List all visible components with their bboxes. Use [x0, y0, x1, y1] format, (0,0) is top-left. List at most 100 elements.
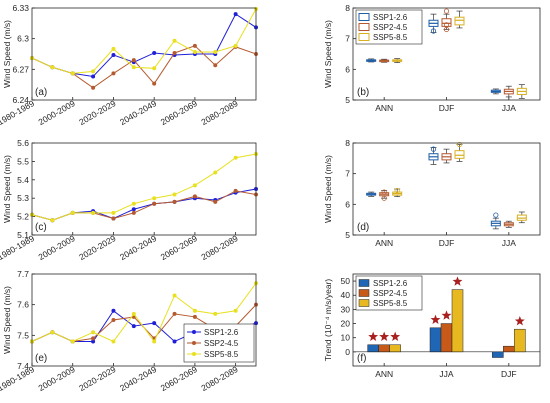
- data-point-e-0: [111, 308, 116, 313]
- data-point-a-2: [233, 43, 238, 48]
- data-point-e-2: [50, 330, 55, 335]
- y-tick-label-d: 7: [345, 169, 350, 179]
- x-tick-label-b: ANN: [375, 103, 393, 113]
- bar-f-0-1: [429, 327, 442, 353]
- axes-box-d: [352, 142, 541, 236]
- x-tick-label-f: DJF: [501, 369, 517, 379]
- data-point-a-0: [233, 12, 238, 17]
- legend-entry-2: SSP5-8.5: [373, 33, 408, 42]
- x-tick-label-b: JJA: [502, 103, 517, 113]
- data-point-c-2: [91, 210, 96, 215]
- y-tick-label-f: 40: [341, 290, 351, 300]
- data-point-a-2: [192, 49, 197, 54]
- y-axis-label-f: Trend (10⁻⁴ m/s/year): [323, 279, 333, 362]
- legend-entry-0: SSP1-2.6: [373, 13, 408, 22]
- data-point-e-2: [233, 308, 238, 313]
- y-tick-label-b: 7: [345, 34, 350, 44]
- x-tick-label-e: 2080-2089: [199, 364, 239, 393]
- x-tick-label-a: 2000-2009: [37, 98, 77, 127]
- y-tick-label-f: 30: [341, 304, 351, 314]
- bar-f-2-0: [389, 344, 401, 353]
- data-point-c-1: [172, 199, 177, 204]
- y-tick-label-b: 5: [345, 95, 350, 105]
- data-point-a-1: [131, 58, 136, 63]
- data-point-a-2: [172, 38, 177, 43]
- y-tick-label-e: 7.5: [17, 330, 29, 340]
- panel-b: 5 6 7 8 Wind Speed (m/s) ANN DJF JJA (b) SSP1-2.6…: [323, 3, 541, 113]
- x-tick-label-c: 2000-2009: [37, 233, 77, 262]
- data-point-c-1: [213, 199, 218, 204]
- data-point-a-1: [152, 81, 157, 86]
- data-point-a-2: [70, 71, 75, 76]
- x-tick-label-a: 2020-2029: [77, 98, 117, 127]
- bar-f-1-0: [378, 344, 390, 353]
- data-point-c-2: [152, 196, 157, 201]
- data-point-e-2: [152, 339, 157, 344]
- data-point-a-0: [111, 53, 116, 58]
- y-tick-label-c: 5.5: [17, 156, 29, 166]
- x-tick-label-c: 2020-2029: [77, 233, 117, 262]
- series-line-c-2: [31, 153, 257, 221]
- y-tick-label-a: 6.24: [12, 95, 29, 105]
- outlier-marker: [394, 187, 400, 194]
- y-tick-label-d: 6: [345, 199, 350, 209]
- y-tick-label-c: 5.4: [17, 175, 29, 185]
- x-tick-label-f: JJA: [439, 369, 454, 379]
- data-point-a-2: [111, 46, 116, 51]
- y-tick-label-f: 20: [341, 319, 351, 329]
- outlier-marker: [493, 212, 499, 218]
- data-point-e-2: [91, 330, 96, 335]
- significance-star-icon: [390, 331, 401, 341]
- bar-f-2-1: [451, 289, 464, 353]
- y-axis-label-b: Wind Speed (m/s): [323, 20, 333, 88]
- data-point-c-1: [152, 201, 157, 206]
- outlier-marker: [381, 195, 387, 201]
- y-tick-label-a: 6.27: [12, 64, 29, 74]
- legend-entry-0: SSP1-2.6: [204, 328, 239, 337]
- y-tick-label-f: 50: [341, 276, 351, 286]
- data-point-c-1: [131, 210, 136, 215]
- data-point-c-2: [213, 170, 218, 175]
- panel-f: 0 10 20 30 40 50 Trend (10⁻⁴ m/s/year) ANN JJA DJ…: [323, 273, 541, 379]
- data-point-c-2: [192, 183, 197, 188]
- data-point-c-2: [131, 201, 136, 206]
- data-point-e-2: [111, 339, 116, 344]
- y-axis-label-e: Wind Speed (m/s): [2, 286, 12, 354]
- panel-label-a: (a): [35, 87, 47, 98]
- data-point-a-2: [152, 66, 157, 71]
- bar-f-0-2: [492, 351, 504, 358]
- axes-box-c: [31, 142, 257, 236]
- data-point-e-0: [172, 339, 177, 344]
- data-point-a-2: [50, 65, 55, 70]
- data-point-a-0: [91, 74, 96, 79]
- significance-star-icon: [379, 331, 390, 341]
- legend-entry-0: SSP1-2.6: [373, 279, 408, 288]
- data-point-e-0: [131, 324, 136, 329]
- legend-swatch-1: [358, 289, 370, 297]
- legend-entry-1: SSP2-4.5: [373, 23, 408, 32]
- data-point-e-0: [152, 321, 157, 326]
- data-point-e-1: [111, 318, 116, 322]
- axes-box-e: [31, 273, 257, 367]
- data-point-c-1: [192, 194, 197, 199]
- y-axis-label-c: Wind Speed (m/s): [2, 155, 12, 223]
- legend-entry-1: SSP2-4.5: [373, 289, 408, 298]
- data-point-c-2: [70, 210, 75, 215]
- data-point-e-2: [70, 339, 75, 344]
- y-tick-label-e: 7.7: [17, 269, 29, 279]
- data-point-a-0: [152, 50, 157, 55]
- panel-label-c: (c): [35, 222, 47, 233]
- x-tick-label-e: 2000-2009: [37, 364, 77, 393]
- legend-marker-0: [192, 330, 196, 334]
- series-line-e-2: [31, 282, 257, 343]
- legend-swatch-0: [358, 279, 370, 287]
- significance-star-icon: [430, 314, 441, 324]
- y-axis-label-d: Wind Speed (m/s): [323, 155, 333, 223]
- y-tick-label-d: 5: [345, 230, 350, 240]
- data-point-e-2: [213, 311, 218, 316]
- y-tick-label-e: 7.6: [17, 300, 29, 310]
- bar-f-1-1: [440, 323, 453, 353]
- y-tick-label-c: 5.2: [17, 212, 29, 222]
